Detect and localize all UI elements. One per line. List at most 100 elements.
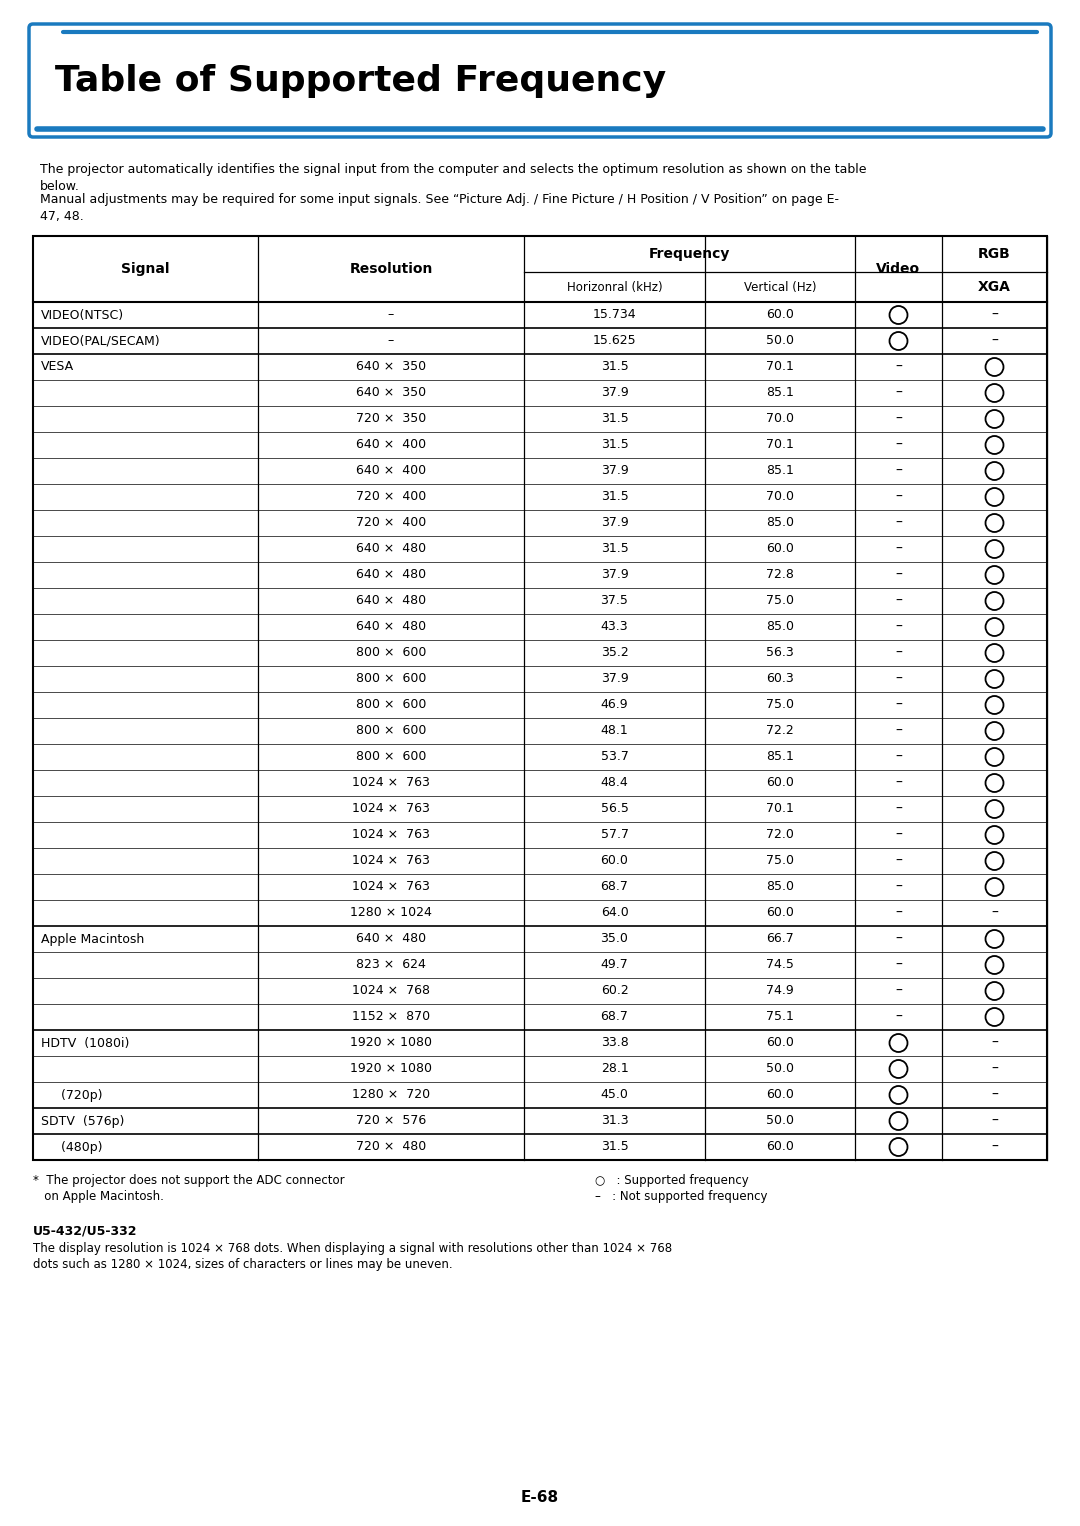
Text: 53.7: 53.7	[600, 751, 629, 763]
Text: –: –	[895, 1010, 902, 1024]
Text: –: –	[991, 1114, 998, 1128]
Text: 75.0: 75.0	[766, 699, 794, 711]
Text: 60.0: 60.0	[766, 1036, 794, 1050]
Text: 70.1: 70.1	[766, 438, 794, 452]
Text: 66.7: 66.7	[766, 932, 794, 946]
Text: Video: Video	[877, 262, 920, 276]
Text: 46.9: 46.9	[600, 699, 629, 711]
Text: 640 ×  480: 640 × 480	[356, 543, 427, 555]
Text: –: –	[895, 568, 902, 581]
Text: –: –	[895, 464, 902, 478]
Text: –: –	[895, 855, 902, 868]
Text: 640 ×  480: 640 × 480	[356, 595, 427, 607]
Text: –: –	[991, 1088, 998, 1102]
Text: 75.1: 75.1	[766, 1010, 794, 1024]
Text: 31.5: 31.5	[600, 1140, 629, 1154]
Text: –   : Not supported frequency: – : Not supported frequency	[595, 1190, 768, 1202]
Text: –: –	[895, 671, 902, 687]
Text: –: –	[895, 438, 902, 452]
Text: 70.0: 70.0	[766, 490, 794, 504]
Text: 1152 ×  870: 1152 × 870	[352, 1010, 430, 1024]
Text: –: –	[895, 932, 902, 946]
Text: 1024 ×  763: 1024 × 763	[352, 855, 430, 867]
Text: –: –	[895, 749, 902, 765]
Text: –: –	[991, 334, 998, 348]
Text: 60.0: 60.0	[766, 1088, 794, 1102]
Text: 56.3: 56.3	[766, 647, 794, 659]
Text: HDTV  (1080i): HDTV (1080i)	[41, 1036, 130, 1050]
Text: –: –	[895, 620, 902, 633]
Text: 85.0: 85.0	[766, 516, 794, 530]
Text: Signal: Signal	[121, 262, 170, 276]
Text: –: –	[895, 412, 902, 426]
Text: –: –	[895, 984, 902, 998]
Text: –: –	[895, 881, 902, 894]
Text: 60.0: 60.0	[766, 777, 794, 789]
Text: 1024 ×  763: 1024 × 763	[352, 881, 430, 894]
Text: 15.734: 15.734	[593, 308, 636, 322]
Text: 43.3: 43.3	[600, 621, 629, 633]
Text: 85.1: 85.1	[766, 386, 794, 400]
Text: VESA: VESA	[41, 360, 75, 374]
Text: VIDEO(PAL/SECAM): VIDEO(PAL/SECAM)	[41, 334, 161, 348]
Text: 28.1: 28.1	[600, 1062, 629, 1076]
Text: 31.5: 31.5	[600, 543, 629, 555]
Text: SDTV  (576p): SDTV (576p)	[41, 1114, 124, 1128]
Text: dots such as 1280 × 1024, sizes of characters or lines may be uneven.: dots such as 1280 × 1024, sizes of chara…	[33, 1257, 453, 1271]
Text: 33.8: 33.8	[600, 1036, 629, 1050]
Text: Table of Supported Frequency: Table of Supported Frequency	[55, 64, 666, 98]
Text: 35.2: 35.2	[600, 647, 629, 659]
Text: 85.1: 85.1	[766, 464, 794, 478]
Text: 720 ×  400: 720 × 400	[356, 490, 427, 504]
Text: 37.5: 37.5	[600, 595, 629, 607]
Text: 37.9: 37.9	[600, 673, 629, 685]
Text: 57.7: 57.7	[600, 829, 629, 841]
Text: 1280 ×  720: 1280 × 720	[352, 1088, 430, 1102]
Text: 49.7: 49.7	[600, 958, 629, 972]
Text: 37.9: 37.9	[600, 464, 629, 478]
Text: 60.0: 60.0	[600, 855, 629, 867]
Text: 74.9: 74.9	[766, 984, 794, 998]
Text: (480p): (480p)	[41, 1140, 103, 1154]
Text: 640 ×  350: 640 × 350	[356, 360, 427, 374]
Text: 60.3: 60.3	[766, 673, 794, 685]
Text: 823 ×  624: 823 × 624	[356, 958, 426, 972]
Text: 31.5: 31.5	[600, 412, 629, 426]
Text: 70.1: 70.1	[766, 360, 794, 374]
Text: 35.0: 35.0	[600, 932, 629, 946]
Text: 72.2: 72.2	[766, 725, 794, 737]
Text: 720 ×  400: 720 × 400	[356, 516, 427, 530]
Text: 85.1: 85.1	[766, 751, 794, 763]
Text: 74.5: 74.5	[766, 958, 794, 972]
Text: 45.0: 45.0	[600, 1088, 629, 1102]
Text: Horizonral (kHz): Horizonral (kHz)	[567, 281, 662, 293]
Text: 60.0: 60.0	[766, 308, 794, 322]
Text: –: –	[895, 958, 902, 972]
Text: Vertical (Hz): Vertical (Hz)	[744, 281, 816, 293]
Text: –: –	[991, 1062, 998, 1076]
Text: 75.0: 75.0	[766, 595, 794, 607]
Text: 50.0: 50.0	[766, 334, 794, 348]
Text: 37.9: 37.9	[600, 569, 629, 581]
Text: 48.1: 48.1	[600, 725, 629, 737]
Text: Resolution: Resolution	[349, 262, 433, 276]
Text: 640 ×  480: 640 × 480	[356, 569, 427, 581]
Text: XGA: XGA	[978, 279, 1011, 295]
Text: –: –	[895, 803, 902, 816]
Text: 60.0: 60.0	[766, 1140, 794, 1154]
Text: 720 ×  480: 720 × 480	[356, 1140, 427, 1154]
Text: U5-432/U5-332: U5-432/U5-332	[33, 1224, 137, 1238]
Text: 56.5: 56.5	[600, 803, 629, 815]
Text: –: –	[895, 542, 902, 555]
Text: 1024 ×  763: 1024 × 763	[352, 803, 430, 815]
Text: 50.0: 50.0	[766, 1062, 794, 1076]
Text: Apple Macintosh: Apple Macintosh	[41, 932, 145, 946]
Text: 1024 ×  763: 1024 × 763	[352, 777, 430, 789]
Bar	[33, 237, 1047, 1160]
Text: –: –	[991, 1140, 998, 1154]
Text: 31.5: 31.5	[600, 438, 629, 452]
Text: 720 ×  576: 720 × 576	[356, 1114, 427, 1128]
Text: 1920 × 1080: 1920 × 1080	[350, 1036, 432, 1050]
Text: 68.7: 68.7	[600, 881, 629, 894]
Text: 31.3: 31.3	[600, 1114, 629, 1128]
